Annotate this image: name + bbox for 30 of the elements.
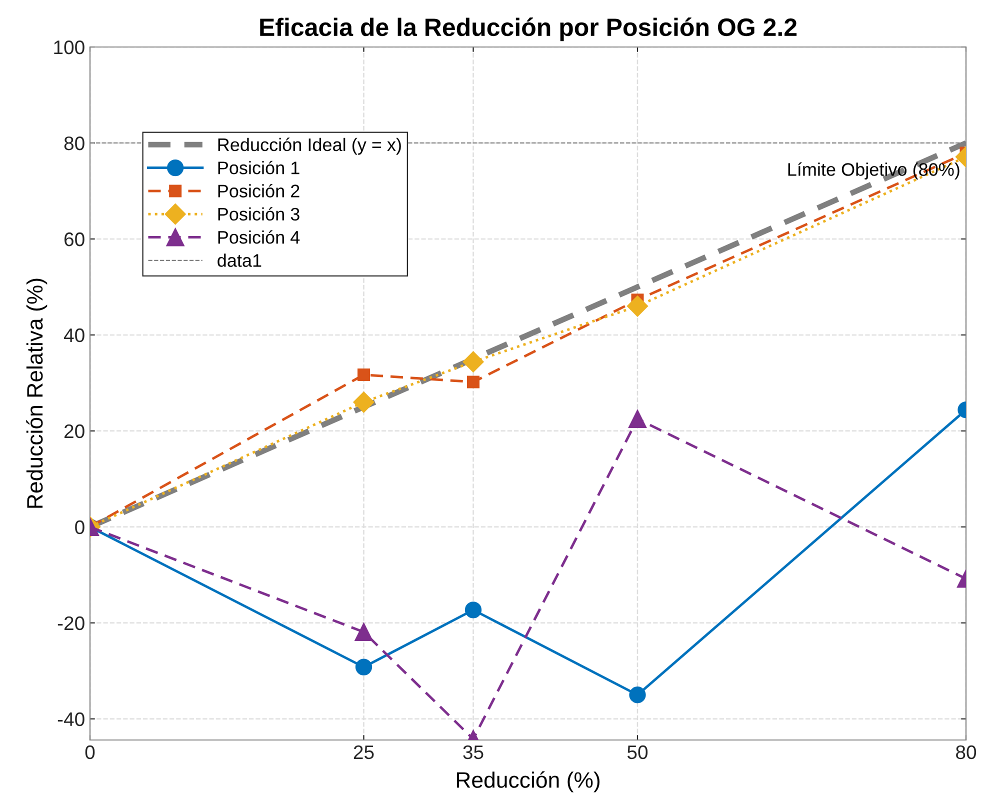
y-tick-label: -40	[58, 712, 84, 726]
y-tick-label: 100	[54, 40, 84, 54]
point	[355, 658, 372, 676]
point	[629, 686, 646, 704]
y-axis-title: Reducción Relativa (%)	[26, 278, 48, 508]
y-tick-label: 20	[64, 424, 84, 438]
legend-label: Posición 1	[218, 160, 300, 174]
x-tick-label: 25	[354, 745, 374, 760]
legend-label: Posición 3	[218, 207, 300, 221]
x-tick-label: 80	[956, 745, 976, 760]
y-tick-label: 40	[64, 328, 84, 342]
point	[462, 351, 484, 372]
legend-label: data1	[218, 254, 262, 267]
point	[353, 392, 374, 413]
legend-label: Reducción Ideal (y = x)	[218, 138, 401, 155]
chart-title: Eficacia de la Reducción por Posición OG 2.2	[260, 18, 797, 42]
legend-label: Posición 4	[218, 230, 300, 244]
y-tick-label: 60	[64, 232, 84, 246]
y-tick-label: 80	[64, 136, 84, 150]
point	[467, 376, 480, 388]
x-axis-title: Reducción (%)	[456, 771, 600, 792]
point	[464, 602, 482, 618]
y-tick-label: -20	[58, 616, 84, 630]
x-tick-label: 35	[463, 745, 484, 760]
point	[626, 296, 648, 317]
x-tick-label: 50	[627, 745, 648, 760]
point	[358, 368, 370, 382]
legend-label: Posición 2	[218, 184, 300, 198]
y-tick-label: 0	[75, 520, 84, 534]
x-tick-label: 0	[85, 745, 95, 760]
